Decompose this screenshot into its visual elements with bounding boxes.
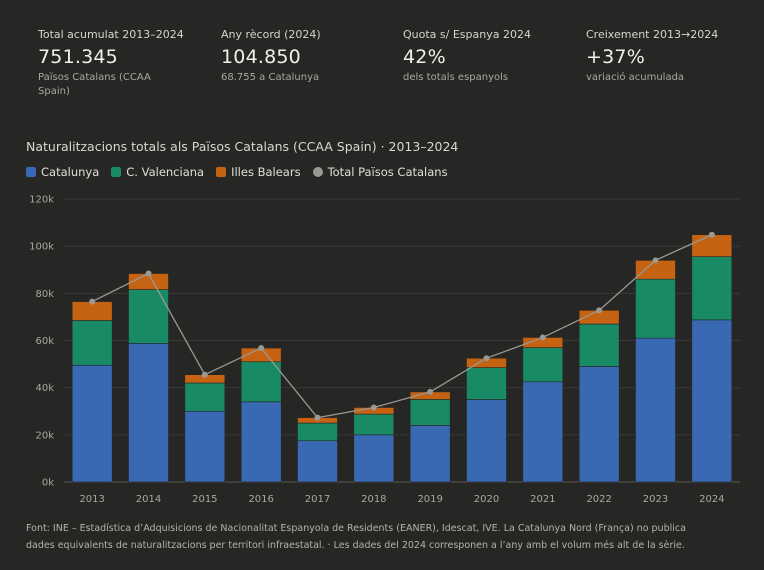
total-point [89,298,96,305]
x-tick-label: 2018 [361,494,386,505]
footer-line: Font: INE – Estadística d’Adquisicions d… [26,523,686,534]
chart-legend: Catalunya C. Valenciana Illes Balears To… [26,165,460,179]
bar-valenciana [522,347,564,383]
kpi-growth: Creixement 2013→2024 +37% variació acumu… [586,28,746,85]
x-tick-label: 2024 [699,494,724,505]
legend-item-total[interactable]: Total Països Catalans [312,165,448,179]
stacked-bar-chart: 0k 20k 40k 60k 80k 100k 120k 2013 2014 2015 2016 20… [29,195,740,505]
y-tick-label: 40k [35,383,54,394]
bar-catalunya [353,434,395,483]
total-line [91,234,713,419]
total-point [652,257,659,264]
bar-valenciana [71,320,113,366]
kpi-subtext: Països Catalans (CCAA Spain) [38,72,151,97]
x-tick-label: 2021 [530,494,555,505]
bar-catalunya [409,425,451,483]
bar-catalunya [691,319,733,483]
bar-valenciana [240,361,282,403]
legend-swatch [111,167,122,177]
legend-swatch [26,167,36,177]
legend-label: C. Valenciana [126,165,205,179]
kpi-label: Quota s/ Espanya 2024 [403,28,531,41]
x-tick-label: 2022 [586,494,611,505]
x-tick-label: 2016 [248,494,273,505]
legend-label: Total Països Catalans [327,165,448,179]
y-tick-label: 0k [42,478,54,489]
legend-item-valenciana[interactable]: C. Valenciana [111,165,204,179]
y-tick-label: 100k [29,242,54,253]
kpi-subtext: 68.755 a Catalunya [221,72,320,83]
legend-swatch [312,167,323,177]
bar-catalunya [522,381,564,483]
bar-catalunya [71,364,113,483]
kpi-value: 104.850 [221,46,301,68]
x-tick-label: 2023 [643,494,668,505]
legend-label: Catalunya [41,165,100,179]
legend-label: Illes Balears [231,165,301,179]
bar-catalunya [184,410,226,483]
kpi-value: 751.345 [38,46,118,68]
bar-valenciana [353,413,395,436]
total-point [483,355,490,362]
kpi-row: Total acumulat 2013–2024 751.345 Països … [38,28,758,108]
footer-line: dades equivalents de naturalitzacions pe… [26,540,685,551]
legend-item-balears[interactable]: Illes Balears [216,165,301,179]
total-point [427,388,434,395]
total-point [596,307,603,314]
y-tick-label: 20k [35,430,54,441]
kpi-subtext: variació acumulada [586,72,685,83]
bar-valenciana [184,382,226,412]
total-point [145,270,152,277]
x-tick-label: 2020 [474,494,499,505]
bar-valenciana [578,323,620,367]
bar-valenciana [635,278,676,339]
kpi-share-spain: Quota s/ Espanya 2024 42% dels totals es… [403,28,563,85]
total-point [539,334,546,341]
y-tick-label: 60k [35,336,54,347]
total-point [201,371,208,378]
kpi-value: 42% [403,46,446,68]
kpi-label: Total acumulat 2013–2024 [38,28,184,41]
total-point [370,404,377,411]
bar-valenciana [297,422,338,442]
legend-item-catalunya[interactable]: Catalunya [26,165,99,179]
x-tick-label: 2013 [79,494,104,505]
total-point [314,414,321,421]
kpi-label: Any rècord (2024) [221,28,321,41]
x-tick-label: 2019 [417,494,442,505]
total-point [258,345,265,352]
bar-valenciana [409,399,451,426]
kpi-subtext: dels totals espanyols [403,72,509,83]
bar-catalunya [578,366,620,483]
bar-catalunya [635,337,676,483]
bar-catalunya [297,440,338,483]
kpi-label: Creixement 2013→2024 [586,28,719,41]
x-tick-label: 2017 [305,494,330,505]
legend-swatch [216,167,227,177]
y-tick-label: 120k [29,195,54,206]
kpi-total-accumulated: Total acumulat 2013–2024 751.345 Països … [38,28,198,99]
total-point [708,231,715,238]
bar-valenciana [466,367,507,400]
x-tick-label: 2014 [136,494,161,505]
x-tick-label: 2015 [192,494,217,505]
kpi-record-year: Any rècord (2024) 104.850 68.755 a Catal… [221,28,381,85]
chart-title: Naturalitzacions totals als Països Catal… [26,139,459,154]
bar-catalunya [466,399,507,483]
kpi-value: +37% [586,46,645,68]
footer-source-note: Font: INE – Estadística d’Adquisicions d… [26,520,746,554]
bar-catalunya [240,401,282,483]
bar-catalunya [128,343,169,483]
y-tick-label: 80k [35,289,54,300]
bar-balears [691,234,733,257]
bar-valenciana [691,256,733,321]
